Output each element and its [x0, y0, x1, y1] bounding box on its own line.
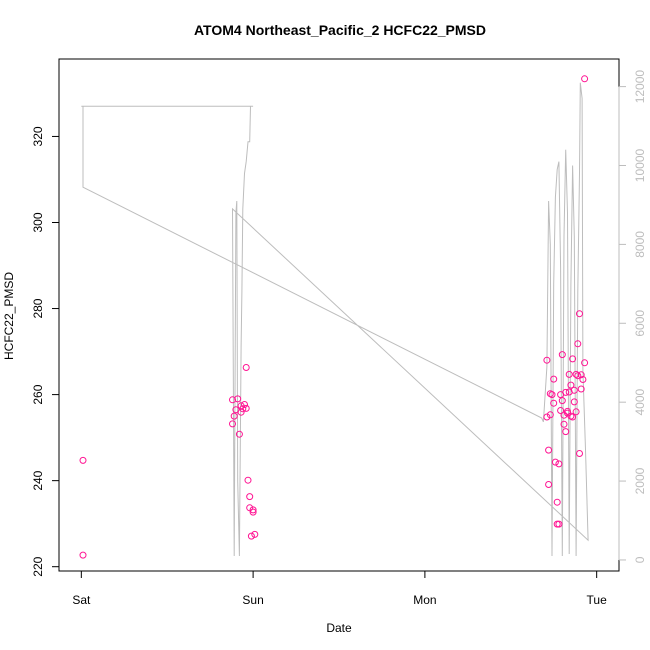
data-point — [581, 359, 589, 367]
data-point — [251, 530, 259, 538]
y-tick-label-left: 320 — [31, 126, 45, 146]
data-point — [244, 476, 252, 484]
x-axis-label: Date — [326, 621, 352, 635]
data-point — [557, 407, 565, 414]
y-tick-label-left: 280 — [31, 298, 45, 318]
y-tick-label-right: 6000 — [633, 310, 647, 337]
data-points-layer — [79, 75, 589, 559]
x-tick-label: Tue — [587, 593, 608, 607]
data-point — [229, 396, 236, 404]
data-point — [579, 376, 587, 383]
y-axis-label: HCFC22_PMSD — [2, 272, 16, 360]
data-point — [565, 370, 573, 378]
data-point — [570, 398, 578, 406]
plot-frame — [58, 58, 620, 572]
data-point — [550, 375, 558, 383]
series-line-layer — [81, 82, 589, 557]
data-point — [546, 411, 554, 419]
x-tick-label: Mon — [413, 593, 436, 607]
data-point — [242, 404, 250, 412]
x-tick-label: Sun — [242, 593, 263, 607]
data-point — [577, 371, 585, 379]
y-tick-label-left: 300 — [31, 212, 45, 232]
data-point — [247, 532, 255, 540]
y-axis-right: 0 2000 4000 6000 8000 10000 12000 — [618, 70, 647, 563]
data-point — [550, 399, 558, 407]
data-point — [234, 395, 242, 403]
y-tick-label-right: 12000 — [633, 70, 647, 104]
data-point — [562, 388, 570, 396]
x-axis: Sat Sun Mon Tue — [72, 570, 608, 607]
data-point — [560, 411, 568, 419]
y-tick-label-left: 240 — [31, 470, 45, 490]
y-tick-label-right: 8000 — [633, 231, 647, 258]
data-point — [576, 310, 583, 318]
data-point — [545, 481, 553, 488]
data-point — [555, 460, 563, 468]
y-tick-label-right: 10000 — [633, 148, 647, 182]
data-point — [569, 355, 577, 363]
data-point — [572, 408, 580, 416]
data-point — [235, 430, 243, 438]
data-point — [548, 391, 556, 399]
x-tick-label: Sat — [72, 593, 91, 607]
y-axis-left: 220 240 260 280 300 320 — [31, 126, 60, 577]
data-point — [576, 450, 583, 457]
data-point — [230, 412, 238, 420]
data-point — [574, 372, 582, 380]
data-point — [545, 446, 553, 454]
data-point — [581, 75, 589, 83]
y-tick-label-left: 260 — [31, 384, 45, 404]
data-point — [574, 340, 582, 348]
data-point — [555, 520, 563, 528]
data-point — [229, 420, 236, 428]
data-point — [239, 405, 247, 413]
data-point — [564, 407, 571, 415]
data-point — [242, 364, 250, 371]
data-point — [79, 551, 87, 559]
data-point — [572, 370, 580, 378]
data-point — [567, 381, 575, 389]
data-point — [241, 401, 248, 408]
y-tick-label-left: 220 — [31, 556, 45, 576]
data-point — [246, 493, 254, 501]
data-point — [249, 506, 257, 514]
data-point — [569, 413, 577, 421]
series-line — [81, 82, 589, 557]
chart-title: ATOM4 Northeast_Pacific_2 HCFC22_PMSD — [194, 22, 486, 38]
data-point — [246, 504, 254, 512]
y-tick-label-right: 0 — [633, 556, 647, 563]
data-point — [577, 385, 585, 393]
data-point — [79, 456, 87, 464]
data-point — [553, 498, 561, 506]
data-point — [570, 386, 578, 394]
y-tick-label-right: 4000 — [633, 389, 647, 416]
data-point — [558, 397, 566, 405]
data-point — [543, 356, 551, 364]
data-point — [560, 420, 568, 428]
data-point — [551, 458, 559, 466]
data-point — [249, 508, 257, 516]
y-tick-label-right: 2000 — [633, 467, 647, 494]
data-point — [562, 428, 570, 436]
data-point — [558, 351, 566, 359]
